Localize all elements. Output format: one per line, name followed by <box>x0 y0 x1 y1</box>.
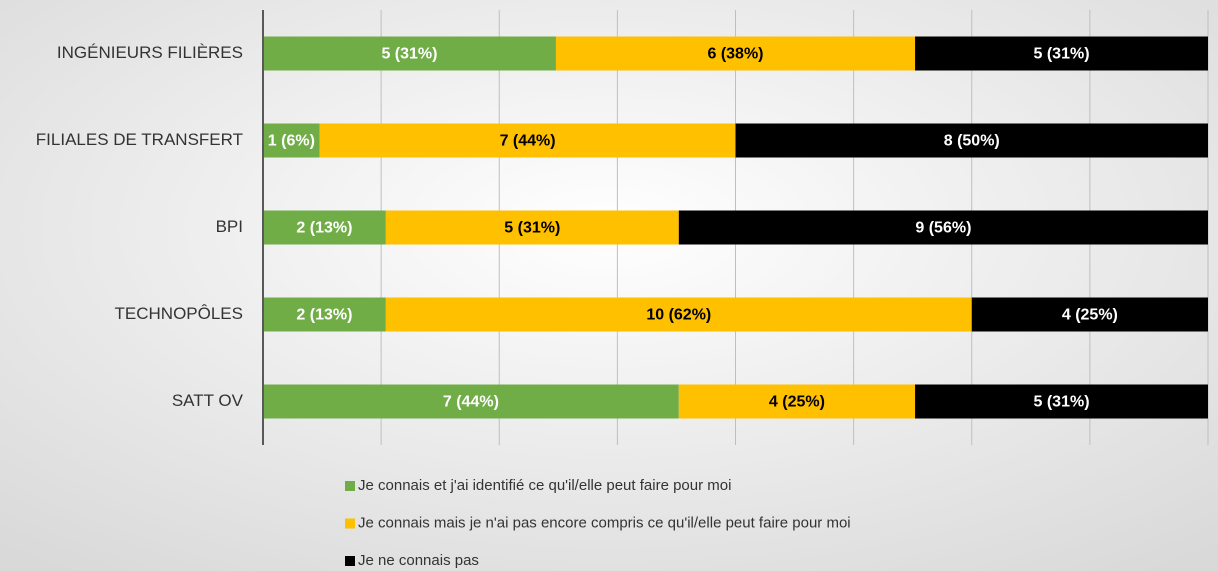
value-label: 5 (31%) <box>1034 394 1090 411</box>
legend-swatch <box>345 556 355 566</box>
bar-segment <box>263 297 386 332</box>
category-label: INGÉNIEURS FILIÈRES <box>57 43 243 62</box>
category-label: TECHNOPÔLES <box>115 304 243 323</box>
bar-segment <box>678 384 916 419</box>
legend-label: Je connais mais je n'ai pas encore compr… <box>358 514 851 531</box>
bar-segment <box>319 123 736 158</box>
value-label: 7 (44%) <box>500 133 556 150</box>
bar-segment <box>915 36 1208 71</box>
value-label: 5 (31%) <box>1034 46 1090 63</box>
legend-swatch <box>345 518 355 529</box>
bar-segment <box>678 210 1208 245</box>
bar-segment <box>555 36 916 71</box>
value-label: 4 (25%) <box>1062 307 1118 324</box>
value-label: 1 (6%) <box>268 133 315 150</box>
bar-segment <box>971 297 1208 332</box>
bar-segment <box>263 123 320 158</box>
value-label: 7 (44%) <box>443 394 499 411</box>
bar-segment <box>385 297 972 332</box>
value-label: 2 (13%) <box>296 220 352 237</box>
value-label: 8 (50%) <box>944 133 1000 150</box>
bar-segment <box>915 384 1208 419</box>
category-label: BPI <box>216 217 243 236</box>
value-label: 4 (25%) <box>769 394 825 411</box>
legend-label: Je connais et j'ai identifié ce qu'il/el… <box>358 477 731 494</box>
bar-segment <box>735 123 1208 158</box>
category-label: SATT OV <box>172 391 244 410</box>
value-label: 2 (13%) <box>296 307 352 324</box>
value-label: 5 (31%) <box>381 46 437 63</box>
value-label: 5 (31%) <box>504 220 560 237</box>
bar-segment <box>263 210 386 245</box>
category-label: FILIALES DE TRANSFERT <box>36 130 243 149</box>
bar-segment <box>263 384 679 419</box>
value-label: 6 (38%) <box>707 46 763 63</box>
value-label: 10 (62%) <box>646 307 711 324</box>
bar-segment <box>385 210 679 245</box>
legend-label: Je ne connais pas <box>358 552 479 569</box>
value-label: 9 (56%) <box>915 220 971 237</box>
legend-swatch <box>345 481 355 491</box>
bar-segment <box>263 36 556 71</box>
